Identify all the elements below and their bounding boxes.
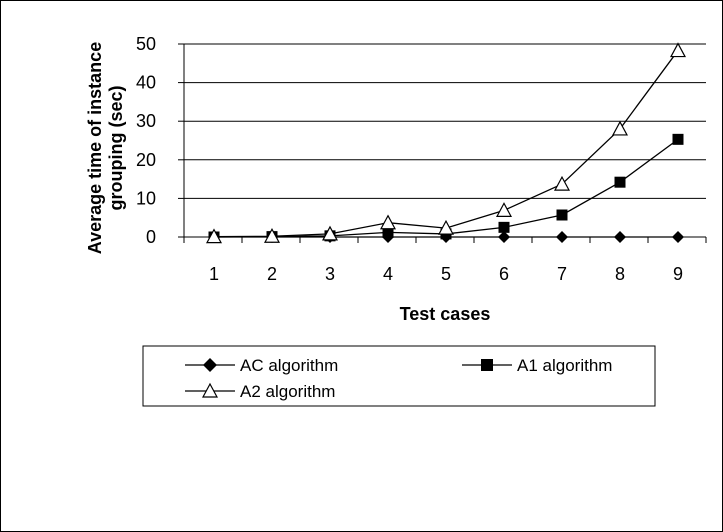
x-tick-label: 3 — [325, 264, 335, 284]
legend-label-ac: AC algorithm — [240, 356, 338, 375]
legend-label-a2: A2 algorithm — [240, 382, 335, 401]
x-tick-label: 2 — [267, 264, 277, 284]
legend-item-a2: A2 algorithm — [185, 382, 335, 401]
data-point — [382, 226, 394, 238]
y-axis-title-line-2: grouping (sec) — [106, 85, 126, 210]
y-tick-label: 40 — [136, 73, 156, 93]
square-marker-icon — [481, 359, 493, 371]
data-point — [672, 133, 684, 145]
x-tick-label: 5 — [441, 264, 451, 284]
y-tick-label: 20 — [136, 150, 156, 170]
data-point — [669, 42, 687, 58]
data-point — [553, 175, 571, 191]
data-point — [263, 227, 281, 243]
series-triangle — [205, 42, 687, 244]
series-group — [205, 42, 687, 244]
triangle-marker-icon — [201, 382, 219, 398]
x-tick-label: 7 — [557, 264, 567, 284]
diamond-marker-icon — [203, 358, 217, 372]
x-tick-labels: 1 2 3 4 5 6 7 8 9 — [183, 237, 707, 284]
legend-item-ac: AC algorithm — [185, 356, 338, 375]
y-tick-label: 10 — [136, 188, 156, 208]
legend-label-a1: A1 algorithm — [517, 356, 612, 375]
legend-item-a1: A1 algorithm — [462, 356, 612, 375]
data-point — [495, 202, 513, 217]
legend-box — [142, 345, 656, 407]
y-tick-label: 30 — [136, 111, 156, 131]
data-point — [205, 228, 223, 244]
y-axis-title-line-1: Average time of instance — [85, 42, 105, 254]
x-tick-label: 1 — [209, 264, 219, 284]
x-axis-title: Test cases — [400, 304, 491, 324]
x-tick-label: 4 — [383, 264, 393, 284]
x-tick-label: 9 — [673, 264, 683, 284]
data-point — [611, 120, 629, 136]
x-tick-label: 8 — [615, 264, 625, 284]
data-point — [614, 176, 626, 188]
y-tick-label: 50 — [136, 34, 156, 54]
y-tick-label: 0 — [146, 227, 156, 247]
data-point — [379, 214, 397, 230]
data-point — [498, 221, 510, 233]
data-point — [614, 231, 626, 243]
data-point — [437, 219, 455, 235]
data-point — [672, 231, 684, 243]
gridlines — [184, 43, 706, 199]
data-point — [556, 231, 568, 243]
legend: AC algorithm A1 algorithm A2 algorithm — [142, 345, 656, 407]
series-line — [213, 50, 679, 238]
data-point — [498, 231, 510, 243]
x-tick-label: 6 — [499, 264, 509, 284]
y-tick-labels: 0 10 20 30 40 50 — [136, 34, 184, 247]
data-point — [321, 225, 339, 241]
axes — [183, 44, 706, 238]
data-point — [556, 209, 568, 221]
